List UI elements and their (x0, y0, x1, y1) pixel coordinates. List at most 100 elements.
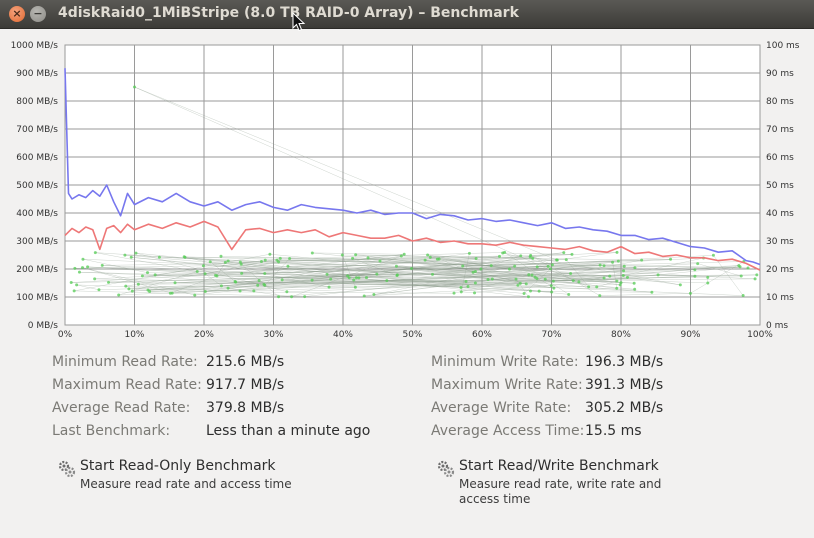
benchmark-chart: 0 MB/s 100 MB/s 200 MB/s 300 MB/s 400 MB/s 50… (11, 41, 800, 340)
access-time-point (277, 260, 281, 264)
close-icon: × (12, 7, 22, 20)
access-time-point (528, 289, 532, 293)
access-time-point (519, 254, 523, 258)
access-time-point (507, 267, 511, 271)
access-time-point (486, 278, 490, 282)
access-time-point (622, 264, 626, 268)
y-left-tick-label: 400 MB/s (16, 209, 58, 219)
access-time-point (537, 289, 541, 293)
access-time-point (479, 267, 483, 271)
start-read-write-benchmark-button[interactable]: Start Read/Write Benchmark Measure read … (437, 458, 737, 508)
access-time-point (693, 268, 697, 272)
access-time-point (140, 274, 144, 278)
access-time-point (602, 276, 606, 280)
access-time-point (208, 260, 212, 264)
y-left-tick-label: 100 MB/s (16, 293, 58, 303)
access-time-point (696, 262, 700, 266)
access-time-point (394, 264, 398, 268)
access-time-point (366, 256, 370, 260)
access-time-point (570, 252, 574, 256)
minimize-button[interactable]: − (30, 6, 46, 22)
title-bar[interactable]: × − 4diskRaid0_1MiBStripe (8.0 TB RAID-0… (0, 0, 814, 32)
write-rate-line (64, 220, 761, 271)
start-read-only-benchmark-button[interactable]: Start Read-Only Benchmark Measure read r… (58, 458, 358, 494)
y-left-tick-label: 500 MB/s (16, 181, 58, 191)
y-left-tick-label: 300 MB/s (16, 237, 58, 247)
access-time-point (285, 290, 289, 294)
access-time-point (741, 294, 745, 298)
access-time-point (81, 257, 85, 261)
y-right-tick-label: 30 ms (766, 237, 794, 247)
access-time-point (259, 259, 263, 263)
x-tick-label: 90% (680, 330, 700, 340)
access-time-point (219, 284, 223, 288)
access-time-point (564, 258, 568, 262)
avg-write-rate-label: Average Write Rate: (431, 400, 572, 416)
access-time-point (518, 281, 522, 285)
access-time-point (182, 255, 186, 259)
access-time-point (567, 292, 571, 296)
avg-read-rate-label: Average Read Rate: (52, 400, 191, 416)
access-time-point (100, 263, 104, 267)
min-read-rate-value: 215.6 MB/s (206, 354, 285, 370)
y-right-tick-label: 100 ms (766, 41, 800, 51)
access-time-point (497, 254, 501, 258)
access-time-point (263, 283, 267, 287)
access-time-point (346, 274, 350, 278)
x-tick-label: 70% (541, 330, 561, 340)
access-time-point (77, 270, 81, 274)
access-time-point (587, 285, 591, 289)
access-time-point (602, 264, 606, 268)
y-left-tick-label: 200 MB/s (16, 265, 58, 275)
max-write-rate-value: 391.3 MB/s (585, 377, 664, 393)
access-time-point (473, 291, 477, 295)
access-time-point (531, 256, 535, 260)
access-time-point (365, 276, 369, 280)
access-time-point (73, 266, 77, 270)
x-tick-label: 0% (58, 330, 73, 340)
access-time-point (354, 276, 358, 280)
access-time-point (352, 278, 356, 282)
access-time-point (173, 281, 177, 285)
access-time-point (430, 272, 434, 276)
access-time-point (428, 255, 432, 259)
max-write-rate-label: Maximum Write Rate: (431, 377, 583, 393)
avg-read-rate-value: 379.8 MB/s (206, 400, 285, 416)
access-time-point (193, 293, 197, 297)
close-button[interactable]: × (9, 6, 25, 22)
access-time-point (124, 284, 128, 288)
y-right-tick-label: 10 ms (766, 293, 794, 303)
y-right-tick-label: 60 ms (766, 153, 794, 163)
max-read-rate-value: 917.7 MB/s (206, 377, 285, 393)
access-time-point (615, 250, 619, 254)
access-time-point (473, 270, 477, 274)
access-time-point (310, 251, 314, 255)
access-time-point (555, 258, 559, 262)
access-time-point (755, 273, 759, 277)
access-time-point (168, 291, 172, 295)
access-time-point (80, 266, 84, 270)
access-time-point (127, 287, 131, 291)
access-time-point (522, 291, 526, 295)
access-time-point (303, 295, 307, 299)
access-time-point (277, 295, 281, 299)
access-time-point (372, 293, 376, 297)
access-time-point (656, 273, 660, 277)
access-time-point (226, 286, 230, 290)
access-time-point (598, 294, 602, 298)
access-time-point (548, 267, 552, 271)
access-time-point (615, 279, 619, 283)
access-time-point (467, 251, 471, 255)
x-tick-label: 60% (472, 330, 492, 340)
access-time-point (546, 264, 550, 268)
stats-right: Minimum Write Rate: 196.3 MB/s Maximum W… (431, 354, 791, 454)
access-time-point (288, 257, 292, 261)
access-time-point (329, 277, 333, 281)
access-time-point (263, 272, 267, 276)
access-time-point (362, 294, 366, 298)
y-right-tick-label: 20 ms (766, 265, 794, 275)
access-time-point (549, 284, 553, 288)
x-tick-label: 30% (263, 330, 283, 340)
x-tick-label: 100% (747, 330, 773, 340)
access-time-point (203, 272, 207, 276)
